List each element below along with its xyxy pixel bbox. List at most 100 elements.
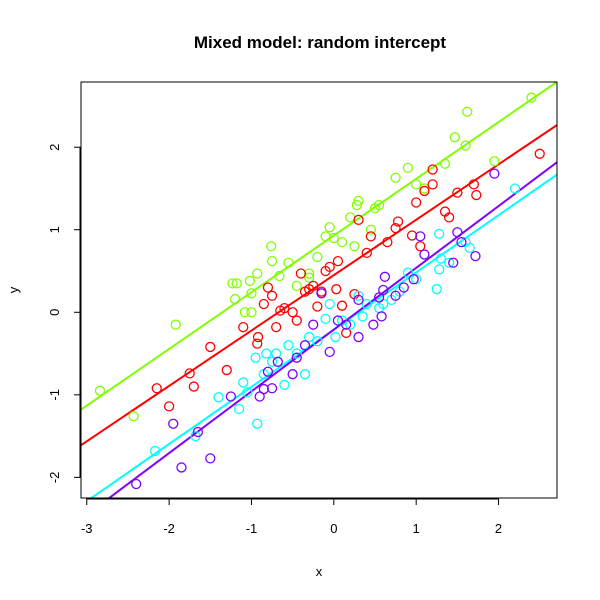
data-point	[408, 274, 419, 285]
data-point	[390, 172, 401, 183]
x-tick-label: -1	[246, 521, 258, 536]
data-point	[316, 288, 327, 299]
data-point	[328, 232, 339, 244]
x-tick-label: 1	[413, 521, 420, 536]
data-point	[353, 294, 364, 306]
fit-line-0	[81, 82, 557, 411]
y-tick-label: -2	[47, 472, 62, 484]
data-point	[443, 212, 455, 223]
data-point	[266, 241, 277, 252]
data-point	[452, 187, 463, 198]
data-point	[303, 268, 315, 279]
data-point	[332, 315, 344, 326]
data-point	[357, 311, 368, 322]
data-point	[439, 158, 451, 169]
data-point	[452, 227, 463, 238]
data-point	[398, 282, 409, 293]
data-point	[353, 214, 364, 225]
data-point	[365, 224, 377, 235]
data-point	[291, 280, 302, 292]
data-point	[262, 366, 274, 377]
data-point	[341, 327, 352, 339]
data-point	[468, 179, 479, 190]
x-tick-label: -3	[81, 521, 93, 536]
data-point	[402, 267, 414, 278]
data-point	[131, 478, 142, 490]
data-point	[266, 255, 278, 267]
data-point	[262, 282, 274, 293]
data-point	[390, 290, 401, 301]
data-point	[361, 298, 372, 310]
data-point	[271, 348, 282, 359]
data-point	[308, 319, 319, 330]
data-point	[353, 195, 364, 207]
data-point	[324, 298, 335, 310]
data-point	[205, 453, 216, 464]
data-point	[434, 228, 445, 240]
data-point	[330, 331, 341, 343]
data-point	[291, 352, 302, 363]
data-point	[509, 183, 521, 194]
data-point	[353, 331, 364, 343]
data-point	[252, 418, 263, 429]
data-point	[406, 230, 418, 241]
data-point	[266, 383, 278, 394]
data-point	[332, 255, 344, 267]
fit-line-1	[81, 123, 557, 447]
data-point	[213, 392, 224, 403]
data-point	[312, 251, 323, 263]
data-point	[246, 288, 257, 299]
data-point	[184, 368, 195, 379]
data-point	[415, 231, 426, 242]
data-point	[336, 236, 348, 248]
data-point	[244, 275, 255, 287]
y-tick-label: -1	[47, 389, 62, 401]
data-point	[345, 319, 356, 330]
data-point	[299, 340, 311, 351]
data-point	[308, 280, 319, 292]
data-point	[163, 401, 175, 412]
data-point	[238, 321, 249, 333]
data-point	[176, 462, 187, 473]
data-point	[271, 321, 282, 333]
data-point	[378, 284, 389, 296]
data-point	[170, 319, 181, 330]
data-point	[324, 261, 335, 273]
data-point	[238, 377, 249, 388]
data-point	[534, 148, 545, 159]
data-point	[431, 284, 442, 295]
data-point	[460, 140, 471, 151]
data-point	[258, 383, 269, 395]
data-point	[526, 92, 537, 103]
data-point	[382, 236, 393, 248]
data-point	[283, 257, 294, 268]
data-point	[390, 222, 401, 234]
data-point	[266, 290, 278, 301]
data-point	[353, 290, 364, 301]
data-point	[489, 168, 500, 179]
data-point	[192, 426, 204, 438]
x-axis-label: x	[316, 564, 323, 579]
data-point	[415, 241, 426, 252]
data-point	[149, 445, 161, 457]
data-point	[464, 242, 475, 254]
data-point	[252, 338, 263, 349]
data-point	[94, 385, 106, 396]
data-point	[227, 278, 238, 289]
data-point	[376, 311, 387, 322]
data-point	[291, 315, 302, 326]
data-point	[128, 411, 139, 422]
plot-frame	[80, 81, 558, 499]
data-point	[287, 369, 298, 380]
data-point	[489, 156, 500, 167]
fit-line-3	[107, 161, 557, 498]
data-point	[274, 270, 285, 282]
data-point	[320, 231, 331, 242]
data-point	[324, 346, 335, 358]
data-point	[233, 403, 245, 415]
data-point	[379, 271, 391, 282]
y-tick-label: 2	[47, 144, 62, 151]
data-point	[361, 247, 372, 259]
data-point	[295, 268, 307, 279]
data-point	[471, 189, 482, 201]
